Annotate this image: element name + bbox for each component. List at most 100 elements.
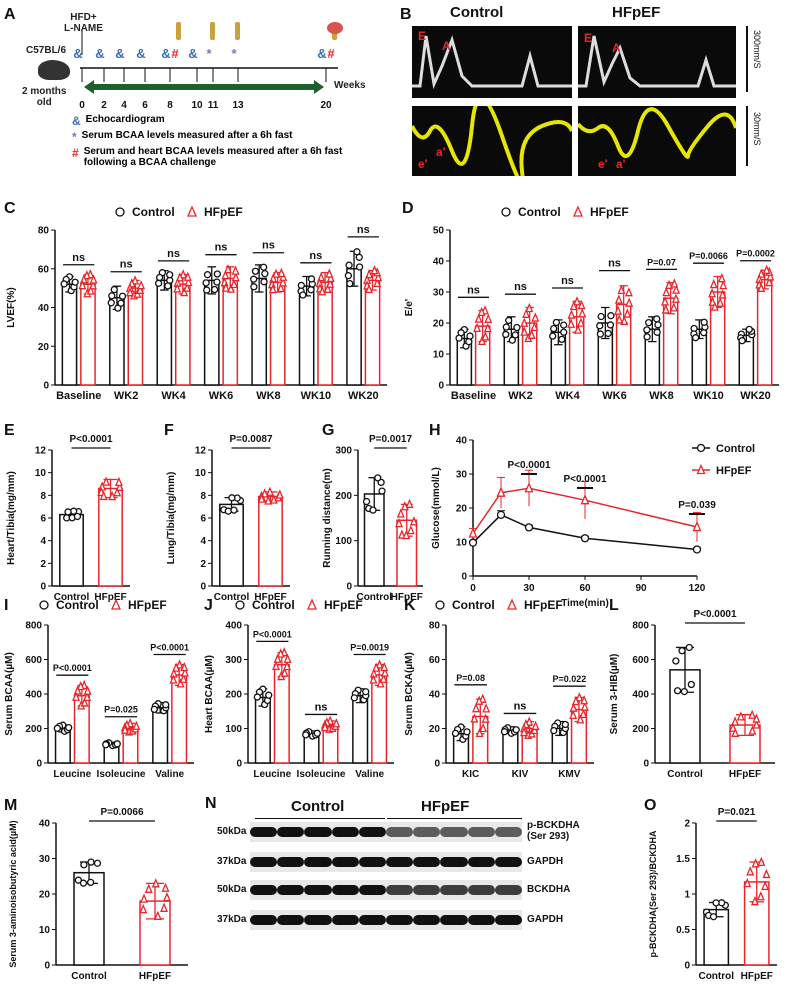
timepoint-marker: &: [115, 46, 124, 61]
control-bar: [251, 277, 268, 386]
control-data-point: [709, 913, 718, 921]
control-bar: [156, 279, 173, 386]
control-data-point: [253, 693, 261, 701]
bar-group: [661, 278, 681, 386]
control-data-point: [210, 285, 219, 294]
hfpef-data-point: [323, 283, 332, 293]
legend-symbol: #: [72, 146, 79, 160]
p-value-label: ns: [120, 259, 133, 271]
hfpef-data-point: [571, 695, 580, 706]
y-tick-label: 2: [40, 559, 46, 570]
y-tick-label: 40: [429, 690, 441, 701]
bar-group: [53, 721, 73, 764]
hfpef-title: HFpEF: [612, 4, 661, 21]
hfpef-data-point: [743, 877, 752, 888]
protein-band: [331, 915, 359, 925]
hfpef-data-point: [172, 662, 181, 672]
a-prime-label: a': [436, 145, 446, 159]
control-data-point: [550, 726, 558, 735]
legend-control: Control: [132, 205, 175, 219]
hfpef-data-point: [617, 284, 626, 295]
y-tick-label: 400: [225, 621, 242, 632]
control-data-point: [362, 688, 370, 696]
control-data-point: [307, 275, 316, 283]
hfpef-data-point: [161, 882, 170, 892]
bar-group: [569, 692, 589, 764]
hfpef-data-point: [230, 278, 238, 289]
hfpef-data-point: [99, 490, 108, 501]
chart-svg: 0 200 400 600 800 Serum BCAA(µM) Control HFpEF L…: [4, 598, 194, 780]
y-tick-label: 40: [38, 303, 50, 314]
control-data-point: [251, 267, 260, 275]
y-tick-label: 12: [195, 446, 207, 457]
y-tick-label: 40: [39, 819, 51, 830]
y-tick-label: 10: [195, 468, 207, 479]
control-data-point: [166, 271, 174, 279]
panel-j-heart-bcaa-chart: J 0 100 200 300 400 Heart BCAA(µM) Control HFpEF…: [200, 595, 400, 785]
p-value-label: P=0.025: [104, 705, 138, 715]
y-axis-label: Serum 3-HIB(µM): [609, 654, 620, 735]
hfpef-data-point: [750, 896, 759, 906]
p-value-label: ns: [72, 252, 85, 264]
protein-band: [386, 827, 414, 837]
control-data-point: [202, 279, 210, 287]
protein-band: [413, 857, 441, 867]
category-label: WK8: [649, 390, 673, 402]
control-data-point: [224, 507, 232, 515]
hfpef-data-point: [144, 883, 153, 893]
y-tick-label: 0: [684, 961, 690, 972]
y-tick-label: 40: [433, 257, 445, 268]
hfpef-data-point: [380, 667, 389, 677]
p-value-label: ns: [514, 281, 527, 293]
bar-group: [708, 273, 728, 386]
control-data-point: [691, 334, 700, 342]
bar-group: [315, 268, 335, 386]
y-tick-label: 20: [39, 890, 51, 901]
panel-m-3-aminoisobutyric-chart: M 0 10 20 30 40 Serum 3-aminoisobutyric acid(µ…: [0, 795, 200, 995]
hfpef-data-point: [276, 282, 285, 293]
protein-band: [304, 915, 332, 925]
protein-band: [386, 857, 414, 867]
hfpef-data-point: [151, 878, 160, 888]
p-value-label: ns: [467, 284, 480, 296]
panel-o-ratio-chart: O 0 0.5 1 1.5 2 p-BCKDHA(Ser 293)/BCKDHA Contro…: [640, 795, 787, 995]
category-label: HFpEF: [139, 971, 171, 982]
category-label: Control: [214, 592, 250, 603]
control-data-point: [65, 723, 73, 732]
protein-band: [467, 857, 495, 867]
series-line: [472, 513, 698, 551]
protein-band: [440, 885, 468, 895]
control-data-point: [213, 278, 221, 286]
hfpef-data-point: [531, 720, 540, 730]
hfpef-data-point: [72, 691, 81, 701]
control-data-point: [511, 331, 519, 339]
control-data-point: [512, 726, 520, 734]
y-tick-label: 200: [632, 724, 649, 735]
control-data-point: [265, 691, 273, 699]
scale-bar-top: [746, 26, 748, 92]
hfpef-data-point: [325, 268, 334, 278]
timepoint-label: 10: [191, 100, 203, 111]
control-data-point: [313, 729, 321, 737]
hfpef-data-point: [223, 264, 232, 274]
category-label: HFpEF: [94, 592, 126, 603]
hfpef-data-point: [320, 721, 329, 732]
hfpef-data-point: [530, 321, 539, 332]
hfpef-data-point: [380, 661, 389, 672]
hfpef-data-point: [402, 530, 411, 540]
protein-band: [440, 857, 468, 867]
protein-band: [331, 827, 359, 837]
scale-label-top: 300mm/S: [752, 30, 762, 69]
y-axis-label: p-BCKDHA(Ser 293)/BCKDHA: [648, 830, 658, 958]
chart-svg: 0 2 4 6 8 10 12 Heart/Tibia(mg/mm) Control HFpEF P…: [6, 434, 130, 603]
y-tick-label: 0: [44, 961, 50, 972]
hfpef-bar: [269, 281, 286, 386]
protein-band: [413, 827, 441, 837]
control-data-point: [654, 321, 662, 329]
hfpef-data-point: [276, 648, 285, 658]
control-data-point: [700, 318, 708, 326]
hfpef-data-point: [765, 276, 774, 287]
hfpef-bar: [371, 674, 388, 764]
bar-group: [139, 878, 171, 966]
category-label: WK10: [301, 390, 332, 402]
